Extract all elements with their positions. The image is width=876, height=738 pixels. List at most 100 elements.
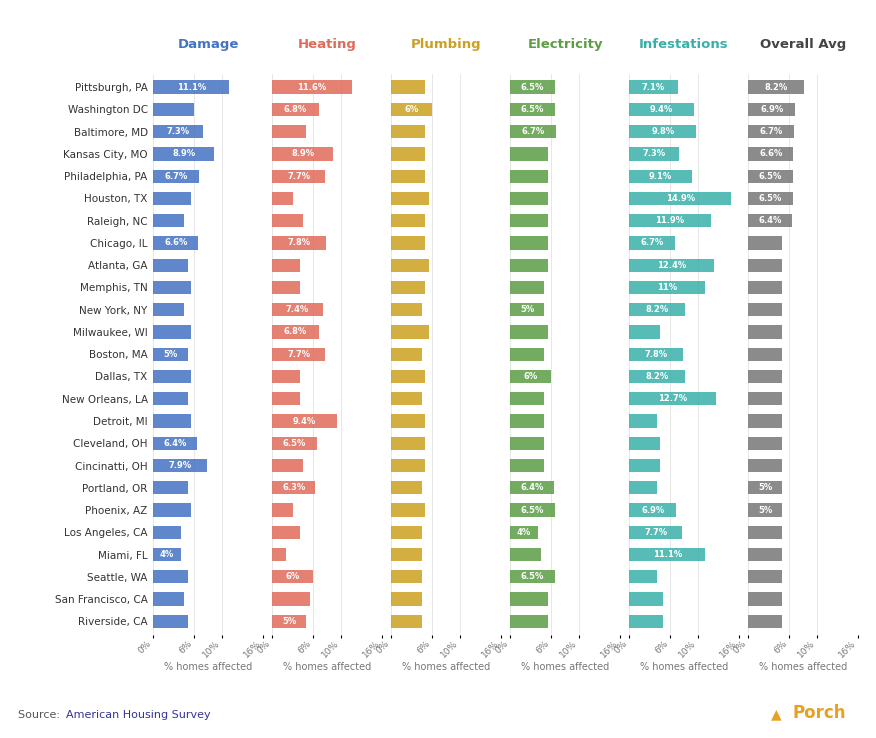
Bar [153,414,191,428]
Text: 6.8%: 6.8% [284,105,307,114]
Text: 6.5%: 6.5% [759,194,782,203]
Bar [748,280,782,294]
Text: ▲: ▲ [771,708,781,722]
Text: Damage: Damage [177,38,239,52]
Bar [748,236,782,249]
Bar [748,414,782,428]
Bar [748,437,782,450]
Bar [153,280,191,294]
Bar [153,148,215,161]
Bar [510,548,541,561]
Bar [272,170,325,183]
Text: 11.1%: 11.1% [653,550,682,559]
Bar [153,481,187,494]
Bar [153,80,230,94]
Bar [510,280,545,294]
Bar [392,280,426,294]
X-axis label: % homes affected: % homes affected [639,662,728,672]
Bar [272,437,317,450]
Text: 7.7%: 7.7% [644,528,668,537]
Text: 6.4%: 6.4% [759,216,782,225]
Text: 7.3%: 7.3% [166,127,190,137]
Bar [629,392,717,405]
Bar [510,481,554,494]
Text: 6.7%: 6.7% [521,127,545,137]
Text: Heating: Heating [298,38,357,52]
Bar [629,437,660,450]
Text: Porch Housing (In)Adequacy Index: Porch Housing (In)Adequacy Index [426,18,450,20]
Text: 6.6%: 6.6% [759,149,782,159]
Bar [392,570,422,584]
Bar [629,280,704,294]
Text: 6%: 6% [524,372,538,381]
Text: 4%: 4% [159,550,174,559]
Text: 6.5%: 6.5% [521,506,544,514]
Bar [153,192,191,205]
Bar [153,437,197,450]
Bar [153,593,184,606]
Text: 6%: 6% [405,105,419,114]
Bar [153,103,194,116]
Bar [272,370,300,383]
Text: 9.1%: 9.1% [649,172,672,181]
Text: 7.3%: 7.3% [643,149,666,159]
Bar [392,548,422,561]
Text: 6.5%: 6.5% [759,172,782,181]
Bar [629,192,731,205]
Bar [629,414,657,428]
Bar [629,236,675,249]
Bar [392,593,422,606]
Bar [510,593,548,606]
Bar [392,525,422,539]
Bar [510,170,548,183]
Bar [272,325,319,339]
Bar [272,570,314,584]
Bar [748,325,782,339]
Bar [510,615,548,628]
Bar [392,414,426,428]
Bar [392,303,422,317]
Text: 6.5%: 6.5% [521,83,544,92]
Bar [748,170,793,183]
Bar [392,80,426,94]
Bar [510,348,545,361]
Bar [272,80,351,94]
Text: 6.5%: 6.5% [521,105,544,114]
Bar [748,392,782,405]
Text: 6%: 6% [286,572,300,582]
Bar [392,348,422,361]
Bar [510,103,555,116]
Bar [629,148,679,161]
Bar [272,615,307,628]
Bar [153,125,203,138]
Bar [392,481,422,494]
Text: 7.8%: 7.8% [287,238,310,247]
Bar [510,370,551,383]
Text: Infestations: Infestations [639,38,729,52]
Bar [629,103,694,116]
Bar [748,503,782,517]
Bar [629,548,705,561]
Bar [748,525,782,539]
Bar [272,303,323,317]
Text: 8.9%: 8.9% [291,149,314,159]
Bar [272,593,310,606]
Bar [272,192,293,205]
Bar [748,348,782,361]
Text: 4%: 4% [517,528,531,537]
Bar [510,392,545,405]
Bar [153,548,180,561]
Text: 5%: 5% [163,350,178,359]
X-axis label: % homes affected: % homes affected [402,662,491,672]
Text: 6.9%: 6.9% [760,105,783,114]
Text: 7.1%: 7.1% [642,83,665,92]
Bar [510,148,548,161]
Text: 6.3%: 6.3% [282,483,306,492]
Bar [748,615,782,628]
Text: 7.8%: 7.8% [645,350,668,359]
Bar [510,325,548,339]
Bar [153,303,184,317]
Bar [272,392,300,405]
Text: 6.6%: 6.6% [164,238,187,247]
Bar [629,481,657,494]
